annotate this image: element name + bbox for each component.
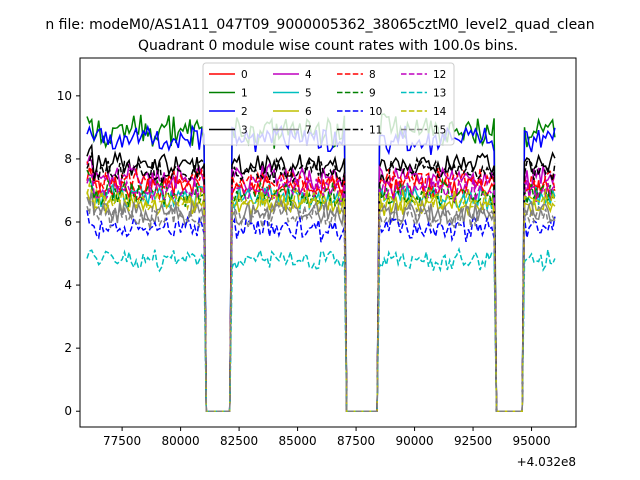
x-tick-label: 92500 xyxy=(454,434,492,448)
series-line-10 xyxy=(86,210,556,412)
y-tick-label: 8 xyxy=(64,152,72,166)
legend-label-13: 13 xyxy=(433,88,446,100)
figure-suptitle: n file: modeM0/AS1A11_047T09_9000005362_… xyxy=(45,17,594,33)
series-line-14 xyxy=(86,181,556,412)
y-axis: 0 2 4 6 8 10 xyxy=(57,89,80,418)
legend-label-4: 4 xyxy=(305,69,312,81)
y-tick-label: 0 xyxy=(64,404,72,418)
x-tick-label: 90000 xyxy=(395,434,433,448)
y-tick-label: 4 xyxy=(64,278,72,292)
legend-label-7: 7 xyxy=(305,125,312,137)
series-line-7 xyxy=(86,188,556,412)
x-offset-label: +4.032e8 xyxy=(517,455,576,469)
x-tick-label: 82500 xyxy=(220,434,258,448)
legend-label-6: 6 xyxy=(305,106,312,118)
legend-label-11: 11 xyxy=(369,125,382,137)
x-axis: 77500 80000 82500 85000 87500 90000 92500 95000 xyxy=(103,427,551,448)
chart-title: Quadrant 0 module wise count rates with … xyxy=(138,38,518,54)
legend-label-10: 10 xyxy=(369,106,382,118)
series-line-2 xyxy=(86,124,556,412)
series-line-3 xyxy=(86,143,556,412)
legend-label-9: 9 xyxy=(369,88,376,100)
plot-frame xyxy=(79,57,577,428)
legend-label-14: 14 xyxy=(433,106,447,118)
series-line-11 xyxy=(86,152,556,412)
legend-label-0: 0 xyxy=(241,69,248,81)
legend-label-12: 12 xyxy=(433,69,446,81)
x-tick-label: 77500 xyxy=(103,434,141,448)
series-line-15 xyxy=(86,192,556,412)
series-line-13 xyxy=(86,246,556,412)
y-tick-label: 10 xyxy=(57,89,72,103)
legend-label-2: 2 xyxy=(241,106,248,118)
legend-label-1: 1 xyxy=(241,88,248,100)
series-lines xyxy=(86,113,556,412)
legend-label-3: 3 xyxy=(241,125,248,137)
y-tick-label: 2 xyxy=(64,341,72,355)
legend-label-15: 15 xyxy=(433,125,446,137)
series-line-8 xyxy=(86,161,556,412)
x-tick-label: 80000 xyxy=(162,434,200,448)
x-tick-label: 85000 xyxy=(278,434,316,448)
x-tick-label: 95000 xyxy=(512,434,550,448)
y-tick-label: 6 xyxy=(64,215,72,229)
legend-box xyxy=(202,62,455,146)
legend-label-5: 5 xyxy=(305,88,312,100)
x-tick-label: 87500 xyxy=(337,434,375,448)
legend-label-8: 8 xyxy=(369,69,376,81)
